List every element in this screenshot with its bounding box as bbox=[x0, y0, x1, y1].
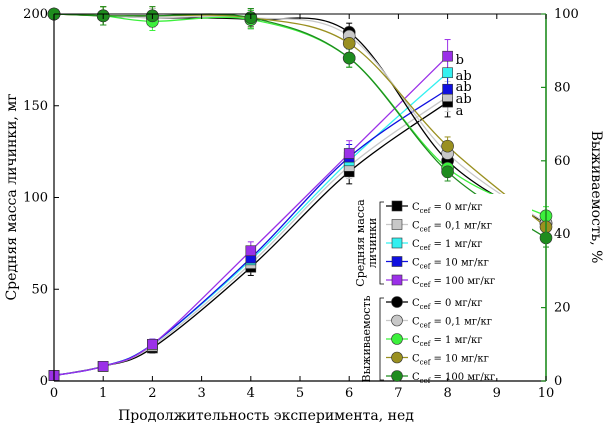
legend-label: Ccef = 0,1 мг/кг bbox=[412, 317, 492, 330]
x-tick-label: 0 bbox=[50, 386, 58, 401]
legend-square-marker bbox=[391, 200, 403, 212]
legend-label: Ccef = 100 мг/кг bbox=[412, 276, 495, 289]
left-tick-label: 100 bbox=[23, 191, 48, 206]
circle-marker bbox=[342, 37, 356, 50]
legend-group-title: Средняя масса bbox=[354, 199, 367, 287]
legend-square-marker bbox=[391, 274, 403, 286]
right-tick-label: 100 bbox=[554, 7, 579, 22]
series-curve-survival-7 bbox=[53, 13, 547, 217]
legend-square-marker bbox=[391, 256, 403, 267]
left-tick-label: 200 bbox=[23, 7, 48, 22]
legend-group-title: личинки bbox=[366, 218, 379, 268]
x-axis-label: Продолжительность эксперимента, нед bbox=[118, 408, 414, 424]
right-tick-label: 0 bbox=[554, 374, 562, 389]
x-tick-label: 4 bbox=[247, 386, 255, 401]
left-tick-label: 50 bbox=[31, 282, 48, 297]
x-tick-label: 7 bbox=[394, 386, 402, 401]
legend-circle-marker bbox=[391, 333, 403, 345]
legend: Средняя масса личинки Выживаемость Ccef = 0… bbox=[354, 194, 532, 385]
significance-label: b bbox=[456, 53, 464, 68]
right-y-axis-label: Выживаемость, % bbox=[588, 131, 603, 264]
circle-marker bbox=[441, 165, 454, 179]
significance-label: ab bbox=[456, 69, 472, 84]
square-marker bbox=[97, 361, 109, 372]
right-tick-label: 80 bbox=[554, 80, 571, 95]
square-marker bbox=[442, 50, 453, 62]
left-tick-label: 150 bbox=[23, 99, 48, 114]
legend-label: Ccef = 0 мг/кг bbox=[412, 202, 482, 215]
legend-circle-marker bbox=[391, 296, 403, 308]
legend-circle-marker bbox=[391, 370, 403, 382]
left-tick-label: 0 bbox=[40, 374, 48, 389]
square-marker bbox=[442, 67, 453, 79]
legend-label: Ccef = 1 мг/кг bbox=[412, 335, 482, 348]
x-tick-label: 1 bbox=[99, 386, 107, 401]
legend-group-bracket bbox=[379, 201, 384, 285]
significance-label: ab bbox=[456, 80, 472, 95]
right-tick-label: 20 bbox=[554, 301, 571, 316]
legend-label: Ccef = 10 мг/кг bbox=[412, 258, 489, 271]
x-tick-label: 3 bbox=[197, 386, 205, 401]
x-tick-label: 2 bbox=[148, 386, 156, 401]
legend-circle-marker bbox=[391, 314, 403, 327]
legend-label: Ccef = 0,1 мг/кг bbox=[412, 221, 492, 234]
legend-label: Ccef = 10 мг/кг bbox=[412, 354, 489, 367]
legend-label: Ccef = 1 мг/кг bbox=[412, 239, 482, 252]
x-tick-label: 6 bbox=[345, 386, 353, 401]
legend-label: Ccef = 0 мг/кг bbox=[412, 298, 482, 311]
legend-label: Ccef = 100 мг/кг bbox=[412, 372, 495, 385]
significance-label: ab bbox=[456, 92, 472, 107]
legend-circle-marker bbox=[391, 351, 403, 364]
square-marker bbox=[442, 83, 453, 95]
square-marker bbox=[245, 245, 257, 257]
axes bbox=[53, 13, 547, 382]
x-tick-label: 8 bbox=[443, 386, 451, 401]
circle-marker bbox=[342, 51, 356, 65]
square-marker bbox=[343, 148, 355, 159]
x-tick-label: 9 bbox=[493, 386, 501, 401]
right-tick-label: 60 bbox=[554, 154, 571, 169]
legend-group-bracket bbox=[379, 297, 384, 381]
data-markers bbox=[47, 7, 553, 381]
x-tick-label: 5 bbox=[296, 386, 304, 401]
legend-square-marker bbox=[391, 237, 403, 249]
circle-marker bbox=[441, 139, 454, 153]
significance-label: a bbox=[456, 104, 464, 119]
right-tick-label: 40 bbox=[554, 227, 571, 242]
legend-group-title: Выживаемость bbox=[360, 296, 373, 383]
legend-square-marker bbox=[391, 219, 403, 230]
square-marker bbox=[147, 338, 158, 350]
left-y-axis-label: Средняя масса личинки, мг bbox=[4, 93, 20, 300]
x-tick-label: 10 bbox=[538, 386, 555, 401]
